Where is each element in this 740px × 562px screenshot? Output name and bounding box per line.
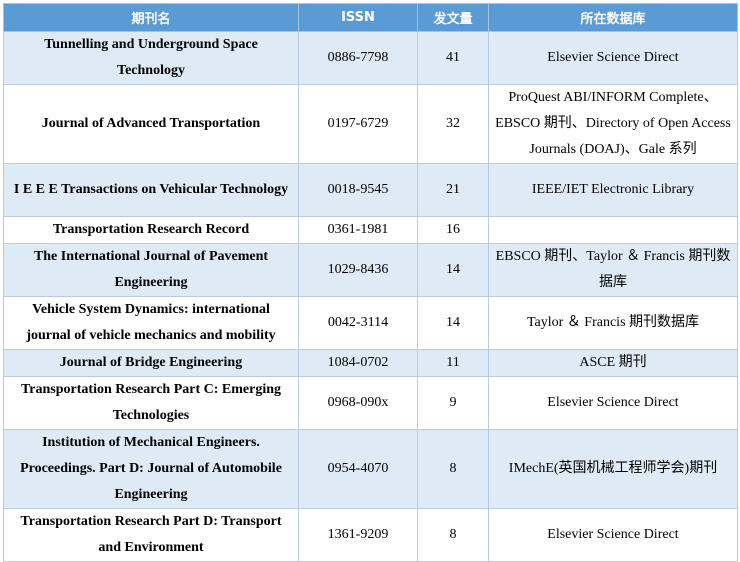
cell-database: Elsevier Science Direct [488, 508, 738, 562]
cell-issn: 0197-6729 [298, 84, 418, 164]
cell-journal-name: Vehicle System Dynamics: international j… [3, 296, 299, 350]
cell-issn: 1084-0702 [298, 349, 418, 377]
cell-journal-name: Transportation Research Record [3, 216, 299, 244]
cell-issn: 0018-9545 [298, 163, 418, 217]
cell-database: ProQuest ABI/INFORM Complete、EBSCO 期刊、Di… [488, 84, 738, 164]
cell-journal-name: I E E E Transactions on Vehicular Techno… [3, 163, 299, 217]
table-row: Institution of Mechanical Engineers. Pro… [3, 429, 738, 509]
cell-issn: 1029-8436 [298, 243, 418, 297]
table-row: Transportation Research Part D: Transpor… [3, 508, 738, 562]
cell-article-count: 11 [417, 349, 489, 377]
cell-database: Elsevier Science Direct [488, 31, 738, 85]
header-article-count: 发文量 [417, 3, 489, 32]
cell-database: IEEE/IET Electronic Library [488, 163, 738, 217]
table-row: Transportation Research Part C: Emerging… [3, 376, 738, 430]
header-issn: ISSN [298, 3, 418, 32]
table-row: Transportation Research Record 0361-1981… [3, 216, 738, 244]
cell-article-count: 14 [417, 243, 489, 297]
table-row: Tunnelling and Underground Space Technol… [3, 31, 738, 85]
cell-issn: 0361-1981 [298, 216, 418, 244]
cell-journal-name: Transportation Research Part C: Emerging… [3, 376, 299, 430]
journal-table: 期刊名 ISSN 发文量 所在数据库 Tunnelling and Underg… [3, 3, 738, 562]
cell-article-count: 32 [417, 84, 489, 164]
cell-issn: 0886-7798 [298, 31, 418, 85]
cell-issn: 0954-4070 [298, 429, 418, 509]
cell-issn: 0042-3114 [298, 296, 418, 350]
cell-article-count: 9 [417, 376, 489, 430]
cell-database: EBSCO 期刊、Taylor ＆ Francis 期刊数据库 [488, 243, 738, 297]
cell-database: Taylor ＆ Francis 期刊数据库 [488, 296, 738, 350]
cell-article-count: 21 [417, 163, 489, 217]
table-row: The International Journal of Pavement En… [3, 243, 738, 297]
cell-article-count: 8 [417, 429, 489, 509]
cell-journal-name: The International Journal of Pavement En… [3, 243, 299, 297]
table-row: I E E E Transactions on Vehicular Techno… [3, 163, 738, 217]
table-row: Journal of Advanced Transportation 0197-… [3, 84, 738, 164]
table-row: Vehicle System Dynamics: international j… [3, 296, 738, 350]
table-header-row: 期刊名 ISSN 发文量 所在数据库 [3, 3, 738, 32]
header-database: 所在数据库 [488, 3, 738, 32]
cell-journal-name: Journal of Bridge Engineering [3, 349, 299, 377]
cell-database: IMechE(英国机械工程师学会)期刊 [488, 429, 738, 509]
cell-journal-name: Transportation Research Part D: Transpor… [3, 508, 299, 562]
cell-database: ASCE 期刊 [488, 349, 738, 377]
cell-journal-name: Journal of Advanced Transportation [3, 84, 299, 164]
cell-journal-name: Tunnelling and Underground Space Technol… [3, 31, 299, 85]
table-row: Journal of Bridge Engineering 1084-0702 … [3, 349, 738, 377]
cell-issn: 1361-9209 [298, 508, 418, 562]
cell-database: Elsevier Science Direct [488, 376, 738, 430]
cell-database [488, 216, 738, 244]
journal-table-wrapper: 期刊名 ISSN 发文量 所在数据库 Tunnelling and Underg… [3, 3, 738, 562]
header-journal-name: 期刊名 [3, 3, 299, 32]
cell-article-count: 14 [417, 296, 489, 350]
cell-article-count: 41 [417, 31, 489, 85]
cell-issn: 0968-090x [298, 376, 418, 430]
cell-journal-name: Institution of Mechanical Engineers. Pro… [3, 429, 299, 509]
cell-article-count: 8 [417, 508, 489, 562]
cell-article-count: 16 [417, 216, 489, 244]
